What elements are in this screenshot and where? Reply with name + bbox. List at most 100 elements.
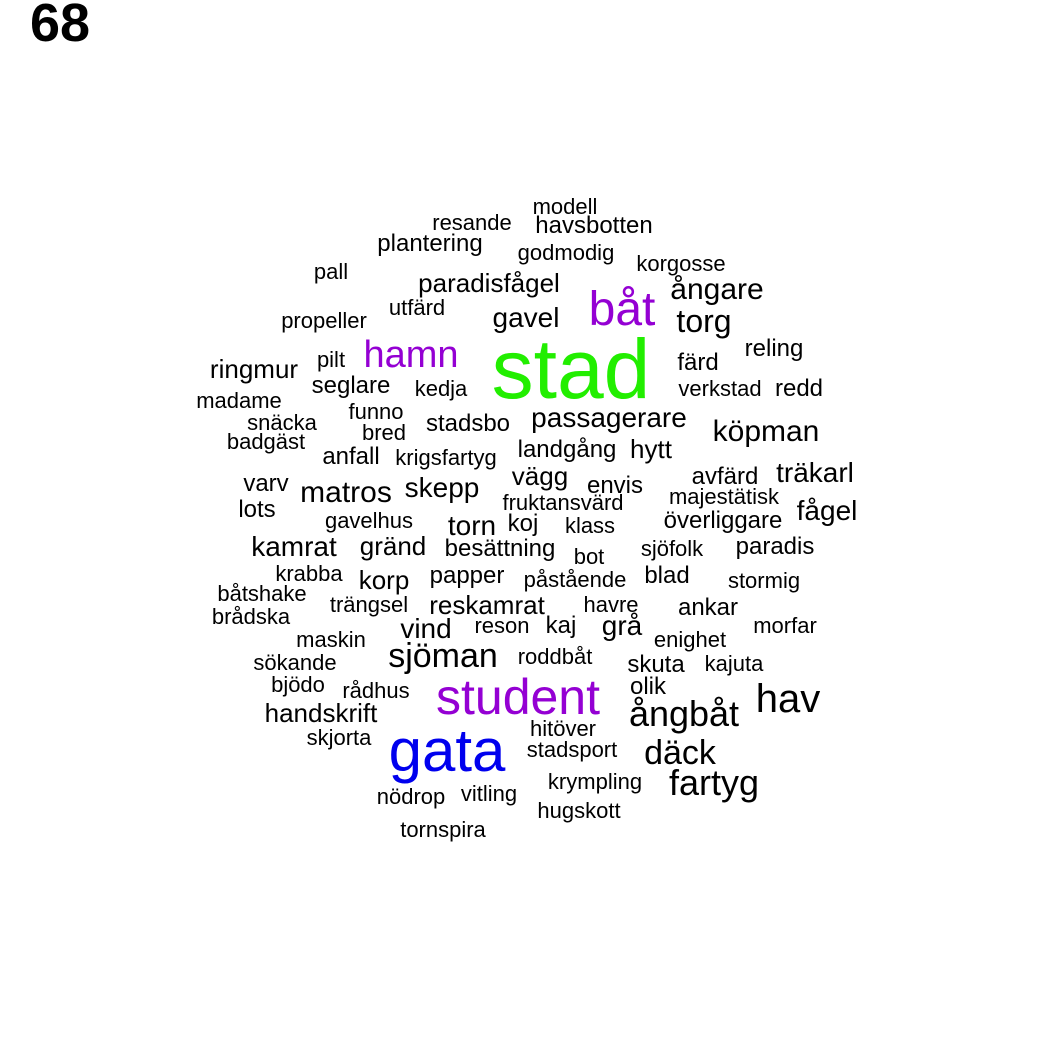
word-student: student — [435, 669, 601, 725]
word-koj: koj — [507, 510, 539, 537]
word-madame: madame — [196, 388, 282, 413]
word-gavelhus: gavelhus — [324, 508, 414, 533]
word-avfärd: avfärd — [691, 463, 759, 490]
word-stadsport: stadsport — [526, 737, 618, 762]
word-lots: lots — [238, 496, 276, 523]
word-däck: däck — [644, 734, 716, 772]
word-besättning: besättning — [444, 535, 556, 562]
word-olik: olik — [629, 673, 667, 700]
word-vitling: vitling — [460, 781, 518, 806]
word-torg: torg — [676, 303, 732, 339]
word-överliggare: överliggare — [663, 507, 783, 534]
word-verkstad: verkstad — [678, 376, 762, 401]
word-papper: papper — [429, 562, 505, 589]
word-vägg: vägg — [511, 461, 569, 491]
word-klass: klass — [564, 513, 616, 538]
word-anfall: anfall — [322, 443, 380, 470]
word-havre: havre — [583, 592, 639, 617]
word-skjorta: skjorta — [306, 725, 372, 750]
word-propeller: propeller — [281, 308, 367, 333]
word-plantering: plantering — [377, 230, 483, 257]
word-funno: funno — [348, 399, 404, 424]
word-köpman: köpman — [712, 415, 820, 448]
word-sjöfolk: sjöfolk — [640, 536, 704, 561]
word-sökande: sökande — [253, 650, 337, 675]
word-krigsfartyg: krigsfartyg — [395, 445, 497, 470]
word-pilt: pilt — [316, 347, 346, 372]
word-resande: resande — [432, 210, 512, 235]
word-kamrat: kamrat — [251, 531, 337, 562]
word-sjöman: sjöman — [388, 637, 498, 675]
word-stad: stad — [491, 322, 651, 416]
word-hugskott: hugskott — [537, 798, 621, 823]
word-grå: grå — [601, 610, 643, 641]
word-skuta: skuta — [627, 651, 685, 678]
word-handskrift: handskrift — [264, 698, 378, 728]
page-number: 68 — [30, 0, 91, 53]
word-maskin: maskin — [296, 627, 366, 652]
word-reson: reson — [474, 613, 530, 638]
word-landgång: landgång — [517, 436, 617, 463]
word-nödrop: nödrop — [376, 784, 446, 809]
word-bot: bot — [573, 544, 605, 569]
word-ångbåt: ångbåt — [628, 693, 740, 734]
word-pall: pall — [313, 259, 349, 284]
word-torn: torn — [447, 510, 497, 541]
word-kedja: kedja — [414, 376, 468, 401]
word-modell: modell — [532, 194, 598, 219]
word-gavel: gavel — [492, 302, 560, 333]
word-trängsel: trängsel — [329, 592, 409, 617]
word-träkarl: träkarl — [776, 457, 854, 488]
word-redd: redd — [774, 375, 824, 402]
word-färd: färd — [677, 349, 719, 376]
word-krabba: krabba — [275, 561, 343, 586]
word-hytt: hytt — [630, 434, 672, 464]
word-rådhus: rådhus — [342, 678, 410, 703]
word-reskamrat: reskamrat — [429, 590, 545, 620]
word-fruktansvärd: fruktansvärd — [502, 490, 624, 515]
word-blad: blad — [644, 562, 690, 589]
word-varv: varv — [243, 470, 289, 497]
word-seglare: seglare — [311, 372, 391, 399]
word-reling: reling — [744, 335, 804, 362]
word-korgosse: korgosse — [636, 251, 726, 276]
word-matros: matros — [300, 476, 392, 509]
word-fartyg: fartyg — [668, 762, 760, 803]
word-brådska: brådska — [211, 604, 291, 629]
word-båtshake: båtshake — [217, 581, 307, 606]
word-stadsbo: stadsbo — [425, 410, 511, 437]
word-paradis: paradis — [735, 533, 815, 560]
word-gränd: gränd — [359, 531, 427, 561]
word-påstående: påstående — [523, 567, 627, 592]
word-ringmur: ringmur — [209, 354, 299, 384]
word-hav: hav — [755, 677, 821, 721]
word-snäcka: snäcka — [247, 410, 317, 435]
word-godmodig: godmodig — [517, 240, 615, 265]
word-ångare: ångare — [670, 273, 764, 306]
word-passagerare: passagerare — [531, 402, 687, 433]
word-båt: båt — [588, 283, 656, 336]
word-paradisfågel: paradisfågel — [418, 268, 560, 298]
word-morfar: morfar — [753, 613, 817, 638]
word-stormig: stormig — [727, 568, 801, 593]
word-roddbåt: roddbåt — [517, 644, 593, 669]
word-badgäst: badgäst — [226, 429, 306, 454]
word-bjödo: bjödo — [271, 672, 325, 697]
word-havsbotten: havsbotten — [535, 212, 653, 239]
word-envis: envis — [586, 472, 644, 499]
word-enighet: enighet — [653, 627, 727, 652]
word-utfärd: utfärd — [388, 295, 446, 320]
word-krympling: krympling — [547, 769, 643, 794]
word-majestätisk: majestätisk — [668, 484, 780, 509]
word-hitöver: hitöver — [529, 716, 597, 741]
word-hamn: hamn — [363, 334, 459, 376]
word-ankar: ankar — [677, 594, 739, 621]
word-fågel: fågel — [796, 495, 858, 526]
word-tornspira: tornspira — [400, 817, 486, 842]
word-kajuta: kajuta — [704, 651, 764, 676]
word-gata: gata — [388, 717, 506, 784]
word-bred: bred — [361, 420, 407, 445]
word-korp: korp — [358, 565, 410, 595]
word-kaj: kaj — [545, 612, 577, 639]
